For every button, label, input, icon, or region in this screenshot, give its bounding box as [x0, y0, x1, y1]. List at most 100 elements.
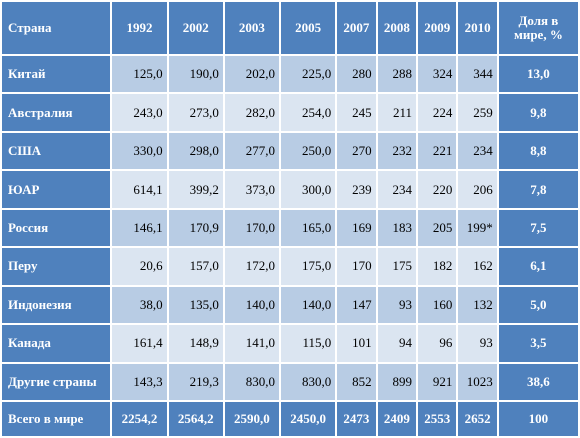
total-cell: 2473	[337, 402, 376, 436]
row-country: Китай	[2, 56, 111, 93]
data-cell: 324	[418, 56, 457, 93]
data-cell: 614,1	[112, 171, 167, 208]
data-cell: 20,6	[112, 248, 167, 285]
total-row: Всего в мире 2254,2 2564,2 2590,0 2450,0…	[2, 402, 578, 436]
data-cell: 298,0	[168, 132, 223, 170]
data-cell: 234	[458, 132, 497, 170]
total-label: Всего в мире	[2, 402, 111, 436]
data-cell: 182	[418, 248, 457, 285]
data-cell: 1023	[458, 363, 497, 400]
data-cell: 225,0	[281, 56, 336, 93]
row-share: 38,6	[498, 363, 578, 400]
data-cell: 165,0	[281, 209, 336, 247]
data-cell: 250,0	[281, 132, 336, 170]
data-cell: 206	[458, 171, 497, 208]
table-row: Китай 125,0 190,0 202,0 225,0 280 288 324 344 13,…	[2, 56, 578, 93]
total-cell: 2590,0	[224, 402, 280, 436]
data-cell: 277,0	[224, 132, 280, 170]
data-cell: 921	[418, 363, 457, 400]
data-cell: 232	[377, 132, 417, 170]
data-cell: 199*	[458, 209, 497, 247]
data-cell: 899	[377, 363, 417, 400]
table-header: Страна 1992 2002 2003 2005 2007 2008 200…	[2, 2, 578, 54]
data-cell: 147	[337, 286, 376, 324]
data-cell: 270	[337, 132, 376, 170]
table-row: Индонезия 38,0 135,0 140,0 140,0 147 93 160 132 5…	[2, 286, 578, 324]
row-share: 5,0	[498, 286, 578, 324]
data-cell: 254,0	[281, 94, 336, 131]
data-cell: 830,0	[281, 363, 336, 400]
header-year: 2010	[458, 2, 497, 54]
data-cell: 101	[337, 325, 376, 362]
total-cell: 2254,2	[112, 402, 167, 436]
header-year: 2005	[281, 2, 336, 54]
data-cell: 399,2	[168, 171, 223, 208]
data-cell: 93	[377, 286, 417, 324]
data-cell: 148,9	[168, 325, 223, 362]
table-row: США 330,0 298,0 277,0 250,0 270 232 221 234 8,8	[2, 132, 578, 170]
data-cell: 125,0	[112, 56, 167, 93]
data-cell: 140,0	[224, 286, 280, 324]
row-share: 9,8	[498, 94, 578, 131]
data-cell: 245	[337, 94, 376, 131]
data-cell: 38,0	[112, 286, 167, 324]
header-year: 2008	[377, 2, 417, 54]
table-row: Другие страны 143,3 219,3 830,0 830,0 852 899 9…	[2, 363, 578, 400]
data-cell: 239	[337, 171, 376, 208]
data-cell: 282,0	[224, 94, 280, 131]
row-share: 7,8	[498, 171, 578, 208]
data-cell: 170,9	[168, 209, 223, 247]
total-cell: 2553	[418, 402, 457, 436]
row-country: Канада	[2, 325, 111, 362]
data-cell: 94	[377, 325, 417, 362]
data-cell: 330,0	[112, 132, 167, 170]
data-cell: 183	[377, 209, 417, 247]
data-cell: 93	[458, 325, 497, 362]
data-cell: 373,0	[224, 171, 280, 208]
data-cell: 157,0	[168, 248, 223, 285]
data-cell: 830,0	[224, 363, 280, 400]
data-cell: 220	[418, 171, 457, 208]
data-cell: 162	[458, 248, 497, 285]
row-share: 8,8	[498, 132, 578, 170]
data-cell: 170,0	[224, 209, 280, 247]
data-cell: 175	[377, 248, 417, 285]
row-country: Россия	[2, 209, 111, 247]
data-cell: 161,4	[112, 325, 167, 362]
total-cell: 2409	[377, 402, 417, 436]
row-country: ЮАР	[2, 171, 111, 208]
data-cell: 141,0	[224, 325, 280, 362]
header-year: 2009	[418, 2, 457, 54]
header-share: Доля в мире, %	[498, 2, 578, 54]
data-cell: 96	[418, 325, 457, 362]
data-cell: 132	[458, 286, 497, 324]
data-cell: 224	[418, 94, 457, 131]
data-cell: 273,0	[168, 94, 223, 131]
header-year: 2003	[224, 2, 280, 54]
data-cell: 234	[377, 171, 417, 208]
row-country: Индонезия	[2, 286, 111, 324]
header-year: 2002	[168, 2, 223, 54]
data-cell: 219,3	[168, 363, 223, 400]
data-cell: 344	[458, 56, 497, 93]
data-cell: 280	[337, 56, 376, 93]
data-cell: 243,0	[112, 94, 167, 131]
data-cell: 140,0	[281, 286, 336, 324]
row-share: 3,5	[498, 325, 578, 362]
table-row: Россия 146,1 170,9 170,0 165,0 169 183 205 199* 7…	[2, 209, 578, 247]
data-cell: 202,0	[224, 56, 280, 93]
data-cell: 170	[337, 248, 376, 285]
row-country: США	[2, 132, 111, 170]
data-cell: 211	[377, 94, 417, 131]
row-country: Австралия	[2, 94, 111, 131]
data-cell: 288	[377, 56, 417, 93]
total-share: 100	[498, 402, 578, 436]
data-cell: 259	[458, 94, 497, 131]
data-cell: 221	[418, 132, 457, 170]
table-footer: Всего в мире 2254,2 2564,2 2590,0 2450,0…	[2, 402, 578, 436]
header-year: 2007	[337, 2, 376, 54]
header-country: Страна	[2, 2, 111, 54]
row-share: 6,1	[498, 248, 578, 285]
table-row: Перу 20,6 157,0 172,0 175,0 170 175 182 162 6,1	[2, 248, 578, 285]
